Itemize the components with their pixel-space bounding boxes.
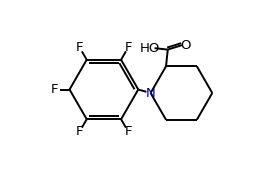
Text: F: F [76,125,83,138]
Text: N: N [146,86,155,100]
Text: F: F [51,83,59,96]
Text: F: F [125,41,132,54]
Text: HO: HO [140,42,160,55]
Text: F: F [76,41,83,54]
Text: O: O [180,39,191,52]
Text: F: F [125,125,132,138]
